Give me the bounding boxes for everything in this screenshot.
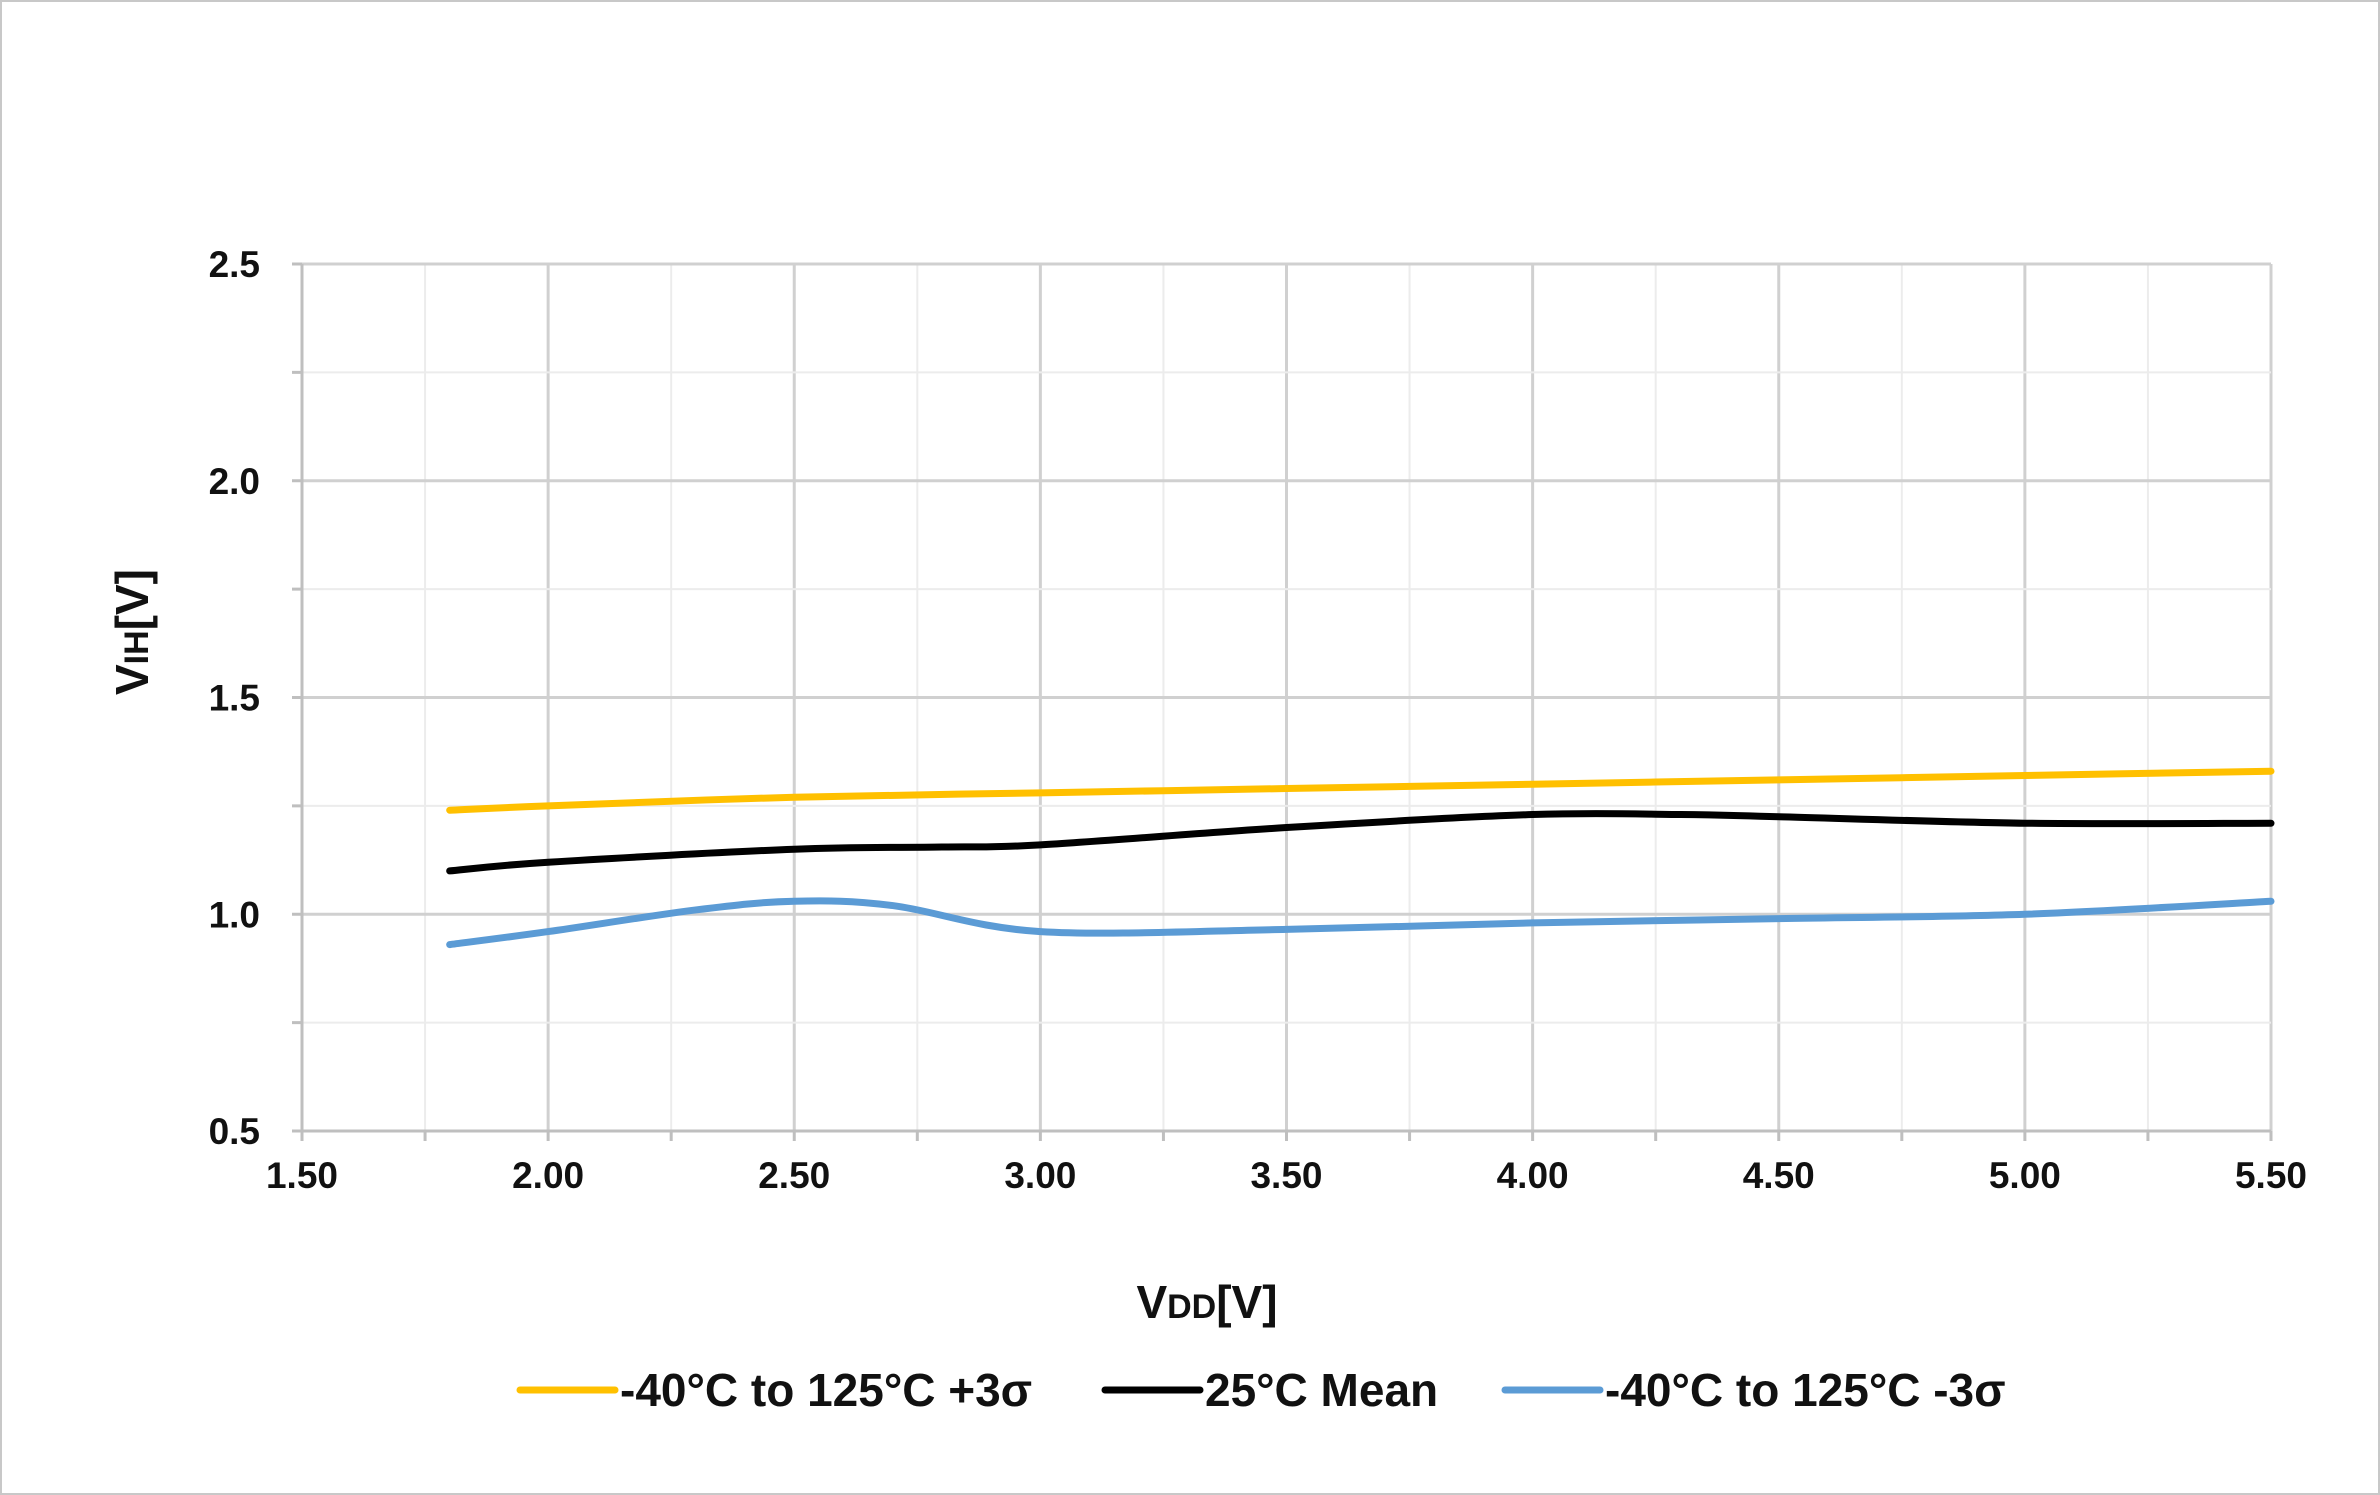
x-tick-label: 2.00 bbox=[512, 1155, 584, 1196]
series-line-3 bbox=[446, 897, 2275, 949]
x-tick-label: 3.50 bbox=[1250, 1155, 1322, 1196]
gridlines bbox=[302, 262, 2273, 1131]
y-tick-label: 0.5 bbox=[209, 1111, 260, 1152]
y-tick-label: 2.5 bbox=[209, 244, 260, 285]
axes bbox=[292, 262, 2273, 1141]
y-tick-label: 1.0 bbox=[209, 894, 260, 935]
legend: -40°C to 125°C +3σ 25°C Mean -40°C to 125°… bbox=[516, 1364, 2006, 1416]
legend-item: -40°C to 125°C +3σ bbox=[516, 1364, 1032, 1416]
x-tick-label: 5.50 bbox=[2235, 1155, 2307, 1196]
legend-item: 25°C Mean bbox=[1101, 1364, 1438, 1416]
legend-label: 25°C Mean bbox=[1205, 1364, 1438, 1416]
x-tick-label: 3.00 bbox=[1004, 1155, 1076, 1196]
x-tick-label: 5.00 bbox=[1989, 1155, 2061, 1196]
legend-label: -40°C to 125°C +3σ bbox=[620, 1364, 1032, 1416]
x-axis-title: VDD[V] bbox=[1136, 1276, 1277, 1328]
x-tick-label: 1.50 bbox=[266, 1155, 338, 1196]
series-line-2 bbox=[446, 809, 2275, 875]
series-lines bbox=[446, 767, 2275, 949]
y-tick-label: 2.0 bbox=[209, 461, 260, 502]
legend-label: -40°C to 125°C -3σ bbox=[1605, 1364, 2006, 1416]
legend-item: -40°C to 125°C -3σ bbox=[1501, 1364, 2006, 1416]
series-line-1 bbox=[446, 767, 2275, 814]
y-tick-labels: 0.5 1.0 1.5 2.0 2.5 bbox=[209, 244, 260, 1152]
y-tick-label: 1.5 bbox=[209, 678, 260, 719]
x-tick-label: 4.00 bbox=[1497, 1155, 1569, 1196]
x-tick-label: 4.50 bbox=[1743, 1155, 1815, 1196]
x-tick-label: 2.50 bbox=[758, 1155, 830, 1196]
x-tick-labels: 1.50 2.00 2.50 3.00 3.50 4.00 4.50 5.00 5.50 bbox=[266, 1155, 2307, 1196]
y-axis-title: VIH[V] bbox=[106, 569, 158, 695]
